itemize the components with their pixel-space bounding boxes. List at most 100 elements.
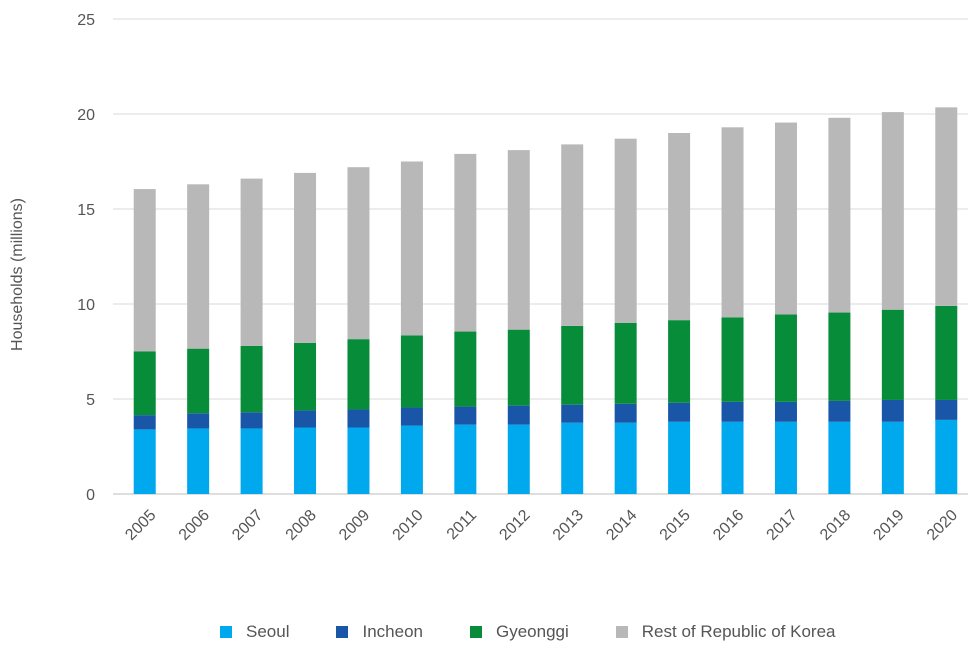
legend-item: Rest of Republic of Korea (615, 622, 836, 642)
bar-segment (400, 161, 423, 336)
bar-segment (668, 133, 691, 321)
legend-item: Incheon (336, 622, 423, 642)
bar-segment (507, 424, 530, 494)
bar-segment (668, 421, 691, 494)
bar-segment (774, 122, 797, 315)
bar-segment (294, 172, 317, 343)
bar-segment (400, 407, 423, 426)
bar-segment (187, 348, 210, 414)
bar-segment (881, 112, 904, 310)
bar-segment (614, 422, 637, 494)
legend-swatch (220, 626, 232, 638)
y-tick-label: 20 (77, 107, 95, 124)
bar-segment (507, 150, 530, 330)
bar-segment (881, 421, 904, 494)
bar-segment (828, 400, 851, 422)
bar-segment (240, 412, 263, 429)
legend-label: Seoul (246, 622, 290, 641)
bar-segment (828, 312, 851, 401)
x-tick-label: 2018 (817, 507, 854, 544)
bar-segment (668, 320, 691, 403)
bar-segment (347, 167, 370, 340)
legend-item: Gyeonggi (469, 622, 569, 642)
bar-segment (347, 409, 370, 428)
x-tick-label: 2006 (176, 507, 213, 544)
legend-label: Gyeonggi (495, 622, 569, 641)
bar-segment (721, 127, 744, 318)
bar-segment (347, 339, 370, 410)
legend-swatch (615, 626, 628, 638)
bar-segment (935, 399, 958, 420)
y-axis-title: Households (millions) (9, 198, 26, 351)
bar-segment (187, 184, 210, 349)
bar-segment (935, 419, 958, 494)
bar-segment (721, 317, 744, 402)
bar-segment (507, 405, 530, 425)
x-tick-label: 2013 (550, 507, 587, 544)
x-tick-label: 2010 (390, 507, 427, 544)
bar-segment (187, 413, 210, 429)
x-tick-label: 2007 (229, 507, 266, 544)
bar-segment (614, 323, 637, 404)
bar-segment (294, 427, 317, 494)
x-tick-label: 2008 (283, 507, 320, 544)
bar-segment (668, 402, 691, 422)
bar-segment (881, 309, 904, 400)
y-tick-label: 25 (77, 12, 95, 29)
y-tick-label: 5 (86, 392, 95, 409)
bar-segment (881, 399, 904, 422)
bar-segment (294, 410, 317, 428)
bar-segment (561, 422, 584, 494)
x-tick-label: 2016 (710, 507, 747, 544)
bar-segment (774, 401, 797, 422)
bar-segment (133, 351, 156, 416)
bar-segment (507, 329, 530, 406)
bar-segment (774, 421, 797, 494)
x-tick-label: 2017 (764, 507, 801, 544)
x-tick-label: 2019 (870, 507, 907, 544)
bar-segment (454, 406, 477, 425)
x-tick-label: 2012 (496, 507, 533, 544)
x-tick-label: 2011 (444, 507, 480, 543)
bar-segment (133, 415, 156, 430)
bar-segment (400, 335, 423, 408)
bar-segment (240, 178, 263, 346)
legend-swatch (336, 626, 349, 638)
bar-segment (774, 314, 797, 402)
bar-segment (347, 427, 370, 494)
y-tick-label: 10 (77, 297, 95, 314)
bar-segment (294, 342, 317, 411)
bar-segment (721, 401, 744, 422)
x-tick-label: 2020 (924, 507, 961, 544)
x-tick-label: 2015 (657, 507, 694, 544)
legend: Seoul Incheon Gyeonggi Rest of Republic of … (220, 622, 882, 642)
bar-segment (240, 345, 263, 413)
bar-segment (561, 144, 584, 326)
x-tick-label: 2009 (336, 507, 373, 544)
bar-segment (828, 117, 851, 313)
bar-segment (561, 325, 584, 405)
bar-segment (454, 331, 477, 407)
bar-segment (935, 107, 958, 306)
y-tick-label: 15 (77, 202, 95, 219)
bar-segment (454, 424, 477, 494)
bar-segment (133, 429, 156, 494)
bar-segment (614, 138, 637, 323)
x-tick-label: 2014 (603, 507, 640, 544)
y-tick-label: 0 (86, 487, 95, 504)
legend-item: Seoul (220, 622, 289, 642)
legend-label: Incheon (362, 622, 423, 641)
bar-segment (828, 421, 851, 494)
bar-segment (400, 425, 423, 494)
legend-swatch (469, 626, 482, 638)
bar-segment (614, 403, 637, 423)
x-tick-label: 2005 (122, 507, 159, 544)
bar-segment (935, 305, 958, 400)
legend-label: Rest of Republic of Korea (641, 622, 836, 641)
bar-segment (240, 428, 263, 494)
bar-segment (721, 421, 744, 494)
bar-segment (187, 428, 210, 494)
bar-segment (454, 153, 477, 332)
